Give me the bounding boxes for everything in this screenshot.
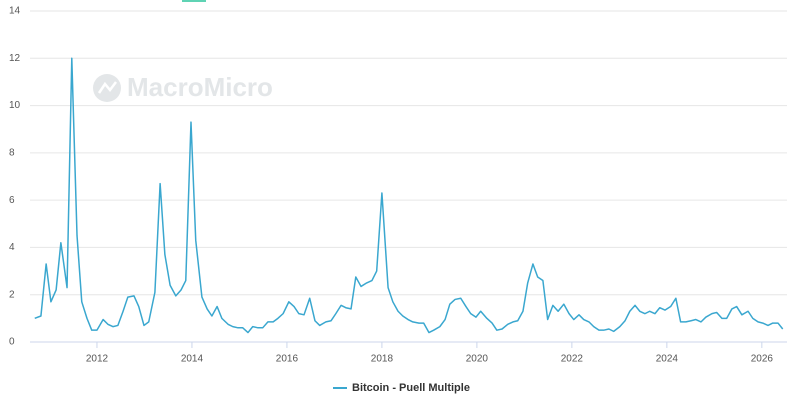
x-tick-label: 2016	[276, 354, 299, 365]
x-tick-label: 2014	[181, 354, 204, 365]
watermark-logo	[93, 74, 121, 102]
legend-label: Bitcoin - Puell Multiple	[352, 382, 470, 394]
top-tab	[182, 0, 206, 2]
x-tick-label: 2022	[561, 354, 584, 365]
y-tick-label: 12	[9, 53, 21, 64]
x-tick-label: 2026	[751, 354, 774, 365]
y-tick-label: 8	[9, 147, 15, 158]
y-tick-label: 0	[9, 337, 15, 348]
x-tick-label: 2024	[656, 354, 679, 365]
y-tick-label: 10	[9, 100, 21, 111]
y-tick-label: 2	[9, 289, 15, 300]
x-tick-label: 2012	[86, 354, 109, 365]
y-tick-label: 14	[9, 6, 21, 17]
x-tick-label: 2018	[371, 354, 394, 365]
watermark: MacroMicro	[127, 72, 273, 102]
y-tick-label: 6	[9, 195, 15, 206]
x-tick-label: 2020	[466, 354, 489, 365]
series-line	[34, 57, 784, 334]
y-tick-label: 4	[9, 242, 15, 253]
